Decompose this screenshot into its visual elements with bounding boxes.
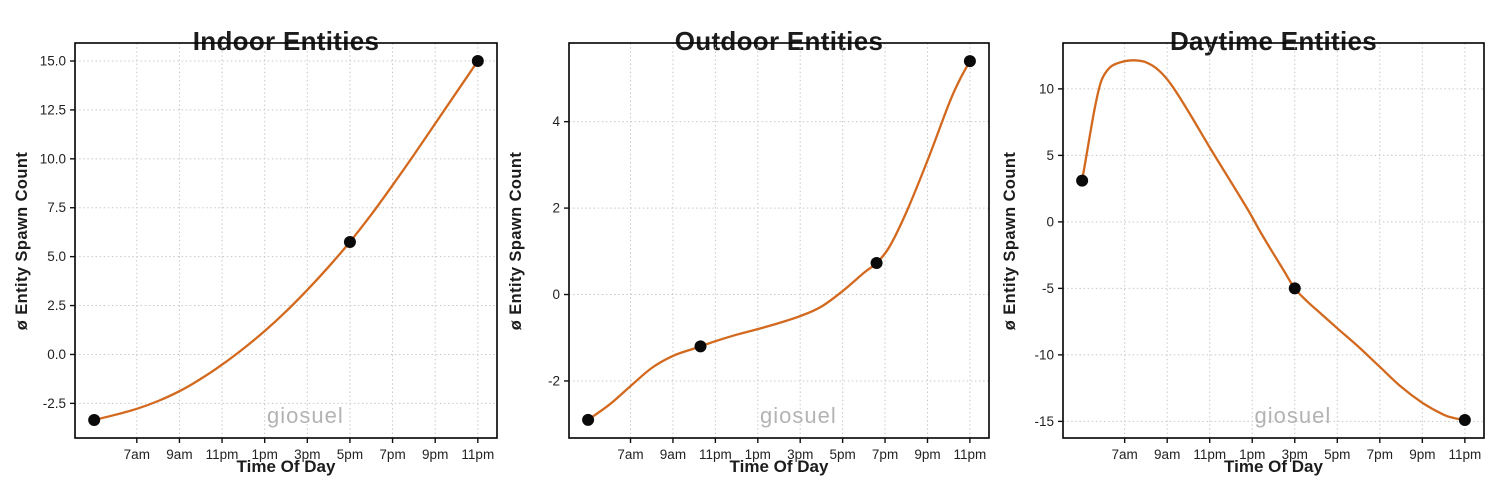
discord-icon: [716, 402, 753, 430]
x-tick-label: 5pm: [1324, 447, 1350, 462]
y-tick-label: -2: [548, 373, 560, 388]
y-tick-label: 0: [1046, 214, 1054, 229]
data-point: [963, 55, 976, 68]
x-tick-label: 5pm: [830, 447, 856, 462]
data-point: [694, 340, 707, 353]
discord-icon: [223, 402, 260, 430]
data-point: [88, 414, 101, 427]
x-tick-label: 7am: [124, 447, 150, 462]
plot-border: [568, 42, 990, 439]
x-tick-label: 11pm: [699, 447, 732, 462]
x-tick-label: 3pm: [1282, 447, 1308, 462]
data-point: [1458, 414, 1471, 427]
x-tick-label: 9am: [660, 447, 686, 462]
y-tick-label: -10: [1034, 347, 1054, 362]
y-tick-label: 7.5: [47, 200, 66, 215]
y-tick-label: -2.5: [43, 396, 66, 411]
x-tick-label: 7pm: [1367, 447, 1393, 462]
y-tick-label: 12.5: [40, 102, 66, 117]
plot-svg: 7am 9am 11pm 1pm 3pm 5pm 7pm 9pm 11pm -2.5 0.0 2.5 5…: [40, 42, 498, 462]
data-point: [582, 413, 595, 426]
x-tick-label: 9pm: [1409, 447, 1435, 462]
x-tick-label: 9am: [1154, 447, 1180, 462]
x-tick-label: 3pm: [787, 447, 813, 462]
x-tick-label: 3pm: [294, 447, 320, 462]
chart-title: Outdoor Entities: [674, 25, 884, 56]
y-tick-label: 5: [1046, 148, 1054, 163]
y-tick-label: 2.5: [47, 298, 66, 313]
x-tick-label: 11pm: [206, 447, 239, 462]
y-tick-label: -5: [1042, 281, 1054, 296]
x-tick-label: 7pm: [379, 447, 405, 462]
y-tick-label: 0: [552, 287, 560, 302]
watermark: giosuel: [1211, 402, 1332, 430]
plot-border: [74, 42, 498, 439]
chart-title: Indoor Entities: [192, 25, 380, 56]
chart-panel-daytime: Daytime Entities ø Entity Spawn Count 7a…: [1000, 0, 1500, 500]
data-point: [343, 235, 356, 248]
chart-panel-outdoor: Outdoor Entities ø Entity Spawn Count 7a…: [500, 0, 1000, 500]
x-tick-label: 11pm: [461, 447, 494, 462]
x-axis-label: Time Of Day: [236, 457, 336, 476]
x-tick-label: 1pm: [1239, 447, 1265, 462]
watermark-text: giosuel: [267, 403, 344, 428]
series-line: [93, 59, 479, 422]
y-tick-label: 15.0: [40, 53, 66, 68]
x-tick-label: 7pm: [872, 447, 898, 462]
watermark: giosuel: [223, 402, 344, 430]
x-tick-label: 7am: [617, 447, 643, 462]
x-axis-label: Time Of Day: [729, 457, 829, 476]
discord-icon: [1211, 402, 1248, 430]
plot-svg: 7am 9am 11pm 1pm 3pm 5pm 7pm 9pm 11pm -15 -10 -5 0 5 1…: [1034, 42, 1485, 462]
data-point: [1288, 282, 1301, 295]
x-tick-label: 11pm: [1193, 447, 1226, 462]
y-tick-label: 10: [1039, 81, 1054, 96]
y-tick-label: 0.0: [47, 347, 66, 362]
y-tick-label: 4: [552, 114, 560, 129]
plot-svg: 7am 9am 11pm 1pm 3pm 5pm 7pm 9pm 11pm -2 0 2 4: [548, 42, 990, 462]
y-tick-label: 5.0: [47, 249, 66, 264]
chart-panel-indoor: Indoor Entities ø Entity Spawn Count 7am…: [0, 0, 500, 500]
x-tick-label: 9am: [166, 447, 192, 462]
y-tick-label: -15: [1034, 414, 1054, 429]
series-line: [586, 60, 972, 421]
x-tick-label: 11pm: [954, 447, 987, 462]
x-axis-label: Time Of Day: [1224, 457, 1323, 476]
x-tick-label: 5pm: [337, 447, 363, 462]
series-line: [1080, 59, 1467, 422]
watermark: giosuel: [716, 402, 837, 430]
x-tick-label: 11pm: [1448, 447, 1481, 462]
data-point: [1076, 174, 1089, 187]
x-tick-label: 9pm: [914, 447, 940, 462]
data-point: [471, 54, 484, 67]
x-tick-label: 9pm: [422, 447, 448, 462]
y-tick-label: 10.0: [40, 151, 66, 166]
chart-title: Daytime Entities: [1169, 25, 1378, 56]
watermark-text: giosuel: [760, 403, 837, 428]
x-tick-label: 1pm: [745, 447, 771, 462]
x-tick-label: 7am: [1112, 447, 1138, 462]
plot-border: [1062, 42, 1485, 439]
data-point: [870, 256, 883, 269]
watermark-text: giosuel: [1254, 403, 1332, 428]
y-tick-label: 2: [552, 201, 560, 216]
x-tick-label: 1pm: [252, 447, 278, 462]
